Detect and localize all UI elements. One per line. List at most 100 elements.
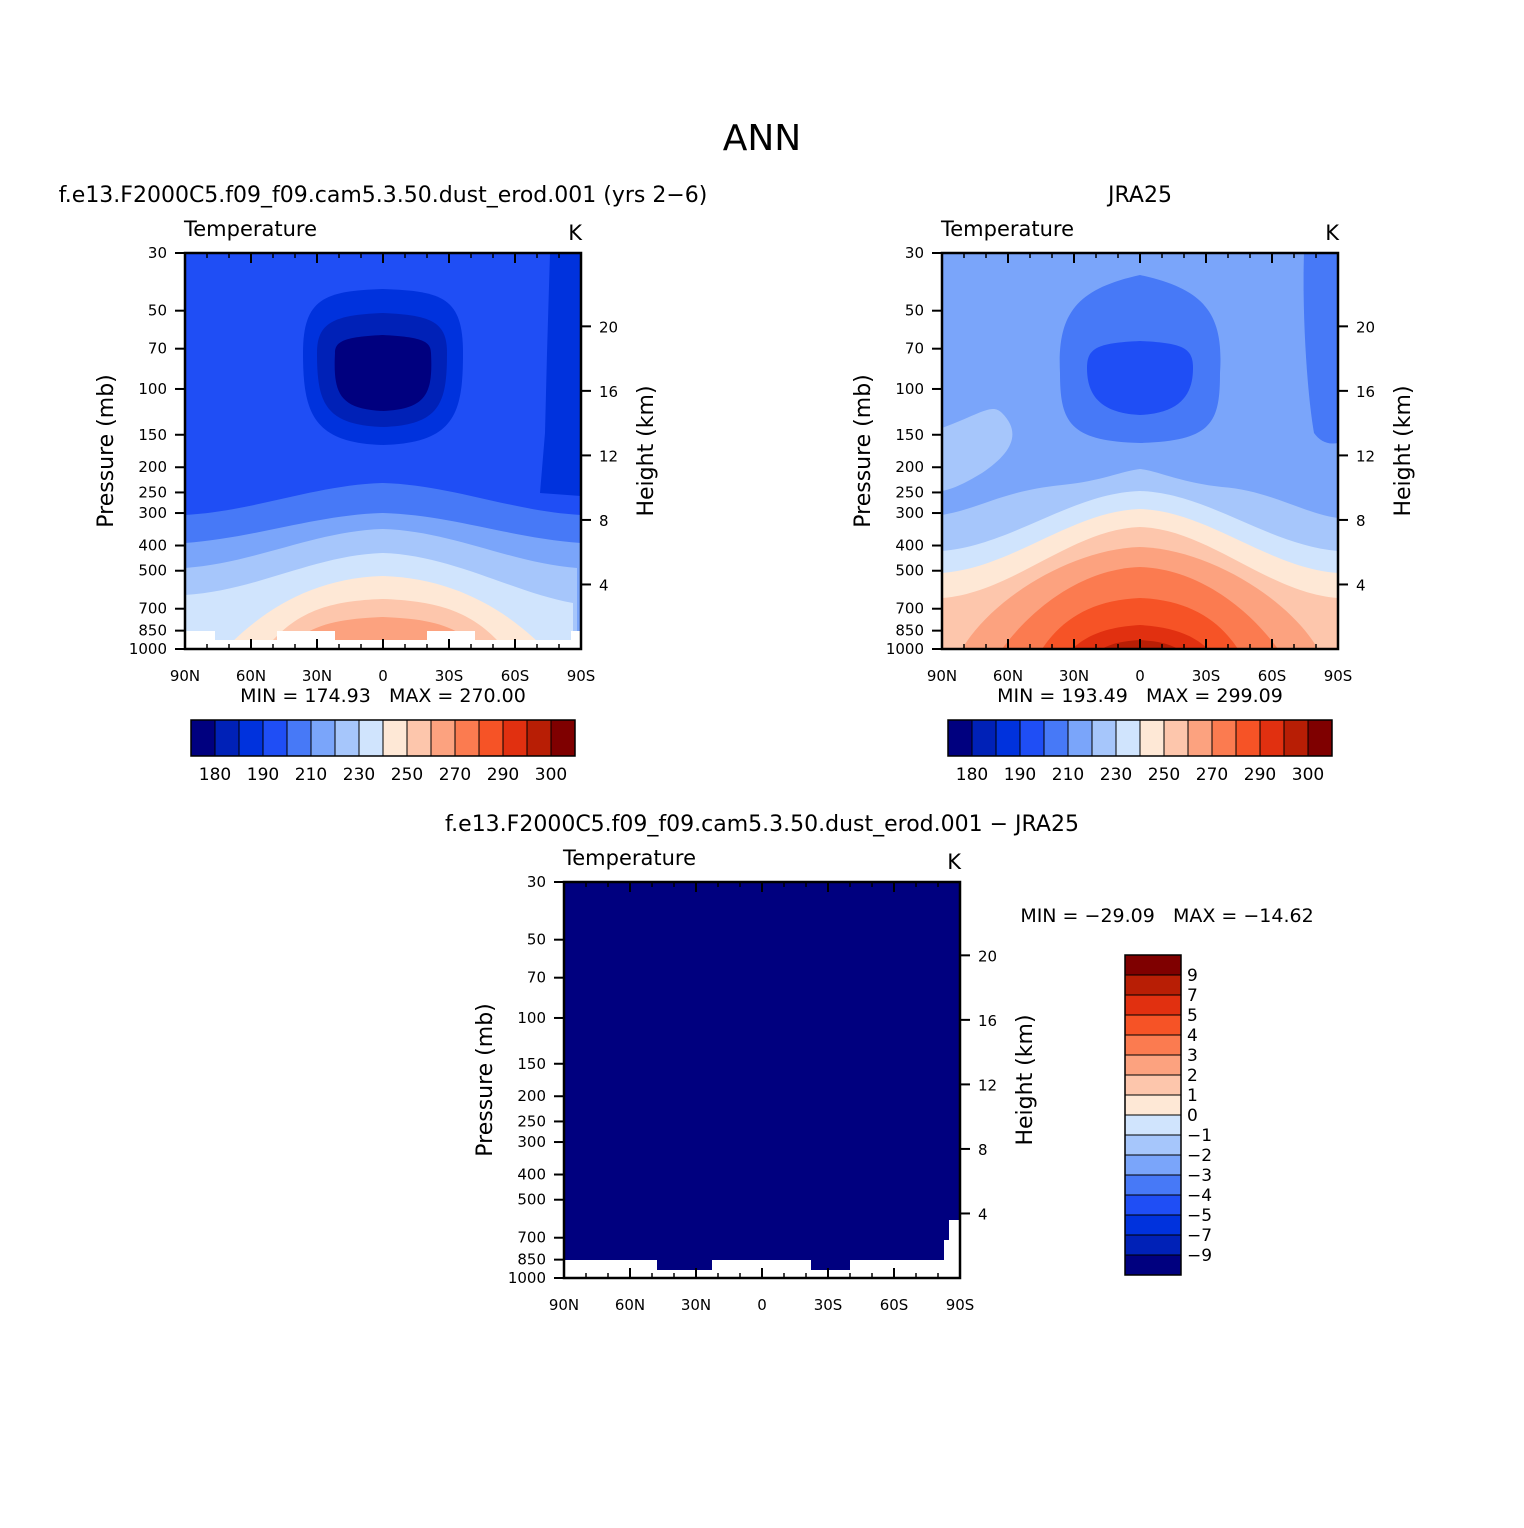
x-tick-label: 90S: [946, 1296, 975, 1314]
y-tick-label: 400: [895, 537, 924, 555]
y-tick-label: 850: [895, 622, 924, 640]
colorbar-label: 9: [1187, 966, 1198, 986]
model-title: f.e13.F2000C5.f09_f09.cam5.3.50.dust_ero…: [59, 183, 708, 208]
y-axis-label: Pressure (mb): [473, 1003, 498, 1157]
y-tick-label: 1000: [886, 640, 924, 658]
y-tick-label: 500: [895, 562, 924, 580]
colorbar-label: 290: [487, 765, 519, 785]
y-axis-label: Pressure (mb): [851, 374, 876, 528]
y2-tick-label: 20: [1356, 318, 1375, 336]
colorbar-box: [286, 719, 312, 757]
colorbar-frame: [190, 719, 576, 757]
x-tick-label: 60N: [236, 667, 266, 685]
colorbar-box: [1124, 994, 1182, 1016]
y2-tick-label: 8: [599, 512, 609, 530]
contour-region: [942, 408, 1013, 491]
obs-contour-plot: [942, 253, 1338, 649]
y2-tick-label: 4: [599, 576, 609, 594]
x-tick-label: 90S: [1324, 667, 1353, 685]
y2-tick-label: 12: [599, 447, 618, 465]
colorbar-box: [430, 719, 456, 757]
colorbar-label: −5: [1187, 1206, 1212, 1226]
model-colorbar: 180 190 210 230 250 270 290 300: [190, 719, 576, 785]
diff-title: f.e13.F2000C5.f09_f09.cam5.3.50.dust_ero…: [445, 812, 1079, 837]
colorbar-box: [1124, 1054, 1182, 1076]
y2-axis-label: Height (km): [1391, 385, 1416, 516]
colorbar-box: [1124, 1214, 1182, 1236]
y-tick-label: 400: [138, 537, 167, 555]
colorbar-label: 270: [1196, 765, 1228, 785]
contour-region: [540, 253, 581, 496]
colorbar-box: [358, 719, 384, 757]
y-tick-label: 30: [905, 244, 924, 262]
x-tick-label: 0: [757, 1296, 767, 1314]
model-stats: MIN = 174.93 MAX = 270.00: [240, 685, 526, 707]
y-tick-label: 100: [517, 1009, 546, 1027]
y-tick-label: 50: [527, 931, 546, 949]
obs-title: JRA25: [1106, 183, 1172, 208]
obs-left-string: Temperature: [940, 217, 1074, 241]
y-tick-label: 70: [905, 340, 924, 358]
colorbar-label: 300: [1292, 765, 1324, 785]
x-tick-label: 30S: [1192, 667, 1221, 685]
colorbar-box: [1283, 719, 1309, 757]
x-tick-label: 60N: [615, 1296, 645, 1314]
y-tick-label: 300: [895, 504, 924, 522]
colorbar-label: 210: [295, 765, 327, 785]
colorbar-box: [1124, 954, 1182, 976]
colorbar-box: [1124, 1254, 1182, 1276]
y-tick-label: 150: [895, 426, 924, 444]
colorbar-box: [1115, 719, 1141, 757]
y2-tick-label: 4: [1356, 576, 1366, 594]
colorbar-box: [406, 719, 432, 757]
colorbar-box: [190, 719, 216, 757]
colorbar-box: [550, 719, 576, 757]
y2-tick-label: 12: [1356, 447, 1375, 465]
contour-region: [1072, 625, 1208, 649]
y-tick-label: 50: [905, 302, 924, 320]
colorbar-label: 2: [1187, 1066, 1198, 1086]
diff-right-string: K: [947, 850, 962, 874]
y-tick-label: 500: [517, 1191, 546, 1209]
x-tick-label: 30S: [435, 667, 464, 685]
model-contour-plot: [185, 253, 581, 649]
colorbar-frame: [1124, 954, 1182, 1276]
colorbar-box: [454, 719, 480, 757]
panel-obs: JRA25 Temperature K 90N 60N 30N 0 30S 60S 90S 3…: [851, 183, 1416, 785]
obs-colorbar: 180 190 210 230 250 270 290 300: [947, 719, 1333, 785]
diff-contour-plot: [564, 882, 960, 1278]
y2-tick-label: 20: [599, 318, 618, 336]
y-tick-label: 30: [148, 244, 167, 262]
y-tick-label: 100: [895, 380, 924, 398]
colorbar-box: [1307, 719, 1333, 757]
y2-axis-label: Height (km): [1013, 1014, 1038, 1145]
y-tick-label: 70: [527, 969, 546, 987]
colorbar-label: 250: [1148, 765, 1180, 785]
colorbar-label: 230: [1100, 765, 1132, 785]
y-tick-label: 1000: [508, 1269, 546, 1287]
y-tick-label: 250: [895, 483, 924, 501]
colorbar-box: [1124, 1154, 1182, 1176]
x-tick-label: 30N: [681, 1296, 711, 1314]
y-tick-label: 850: [138, 622, 167, 640]
y2-tick-label: 8: [1356, 512, 1366, 530]
x-tick-label: 90S: [567, 667, 596, 685]
colorbar-box: [262, 719, 288, 757]
missing-data-mask: [564, 1220, 960, 1278]
colorbar-box: [1091, 719, 1117, 757]
y-tick-label: 150: [138, 426, 167, 444]
y-tick-label: 1000: [129, 640, 167, 658]
colorbar-box: [1124, 974, 1182, 996]
y-tick-label: 700: [895, 600, 924, 618]
colorbar-label: −7: [1187, 1226, 1212, 1246]
colorbar-label: −3: [1187, 1166, 1212, 1186]
y-axis-label: Pressure (mb): [94, 374, 119, 528]
colorbar-label: 300: [535, 765, 567, 785]
colorbar-box: [334, 719, 360, 757]
x-tick-label: 60S: [880, 1296, 909, 1314]
colorbar-box: [214, 719, 240, 757]
colorbar-box: [947, 719, 973, 757]
model-axes: 90N 60N 30N 0 30S 60S 90S 30 50 70 100 150 200 250 300…: [94, 244, 659, 685]
colorbar-label: −1: [1187, 1126, 1212, 1146]
contour-region: [334, 335, 432, 411]
